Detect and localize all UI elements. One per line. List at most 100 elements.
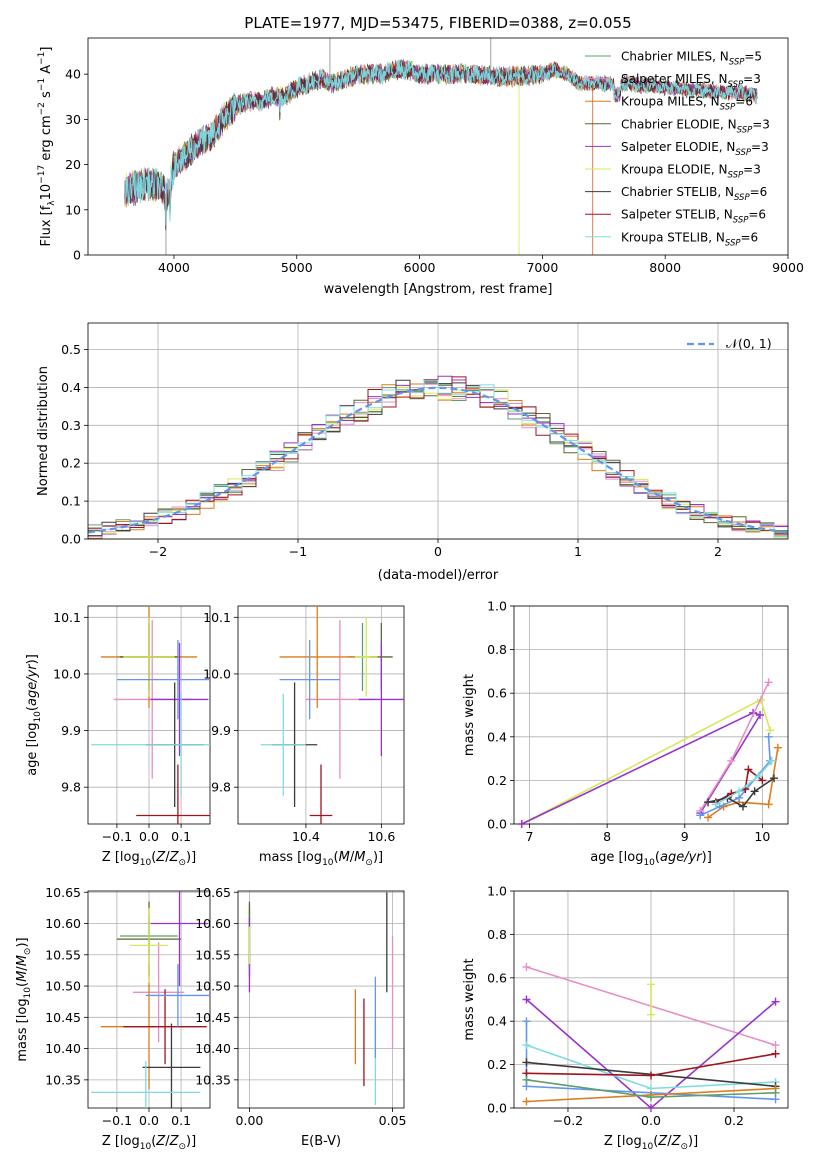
- series-marker: [764, 800, 773, 809]
- y-tick-label: 0.3: [61, 418, 81, 433]
- series-marker: [727, 756, 736, 765]
- series-marker: [771, 1041, 780, 1050]
- label-part: )]: [186, 1134, 196, 1149]
- y-tick-label: 9.8: [211, 780, 231, 795]
- label-part: 10: [643, 858, 655, 868]
- x-axis-label: Z [log10(Z/Z⊙)]: [102, 850, 196, 868]
- axes-frame: [513, 605, 789, 825]
- x-tick-label: 8: [603, 829, 611, 844]
- series-marker: [647, 1071, 655, 1080]
- label-part: age/yr: [660, 850, 703, 865]
- label-part: /: [350, 850, 355, 865]
- y-tick-label: 0.2: [487, 1057, 507, 1072]
- x-axis-label: mass [log10(M/M⊙)]: [259, 850, 383, 868]
- label-part: Salpeter STELIB, N: [621, 208, 733, 222]
- legend-label: Chabrier STELIB, NSSP=6: [621, 185, 767, 203]
- y-tick-label: 0.5: [61, 342, 81, 357]
- y-tick-label: 10: [65, 202, 81, 217]
- label-part: =5: [744, 50, 762, 64]
- x-tick-label: 9000: [772, 260, 804, 275]
- series-lines: [522, 962, 780, 1112]
- label-part: /: [667, 1134, 672, 1149]
- series-marker: [735, 787, 744, 796]
- label-part: ]: [39, 47, 54, 52]
- y-tick-label: 9.9: [61, 723, 81, 738]
- label-part: −2: [37, 102, 47, 115]
- x-tick-label: −0.1: [102, 1113, 132, 1128]
- label-part: 10: [140, 858, 152, 868]
- x-axis-label: age [log10(age/yr)]: [590, 850, 712, 868]
- label-part: Z: [155, 1134, 166, 1149]
- label-part: erg cm: [39, 115, 54, 164]
- series-marker: [704, 798, 713, 807]
- label-part: Z: [169, 1134, 180, 1149]
- label-part: SSP: [729, 58, 745, 68]
- spectrum-lines: [124, 38, 758, 255]
- y-tick-label: 20: [65, 157, 81, 172]
- label-part: (: [151, 850, 156, 865]
- label-part: −1: [37, 78, 47, 91]
- x-tick-label: 2: [714, 544, 722, 559]
- y-tick-label: 0.0: [61, 532, 81, 547]
- x-tick-label: 7: [526, 829, 534, 844]
- label-part: =6: [748, 208, 766, 222]
- series-marker: [756, 711, 765, 719]
- x-tick-label: 0.2: [724, 1113, 744, 1128]
- series-marker: [764, 678, 773, 687]
- y-tick-label: 10.40: [45, 1041, 81, 1056]
- y-tick-label: 10.50: [45, 979, 81, 994]
- label-part: Z: [169, 850, 180, 865]
- y-tick-label: 10.0: [53, 666, 81, 681]
- y-tick-label: 30: [65, 112, 81, 127]
- x-tick-label: 10: [754, 829, 770, 844]
- label-part: /: [165, 1134, 170, 1149]
- axes-frame: [87, 37, 789, 256]
- label-part: Z [log: [604, 1134, 642, 1149]
- label-part: SSP: [734, 193, 750, 203]
- legend-label: 𝒩(0, 1): [726, 336, 772, 351]
- y-tick-label: 0.1: [61, 494, 81, 509]
- label-part: age [log: [590, 850, 643, 865]
- series-marker: [773, 743, 782, 752]
- x-tick-label: 0.1: [171, 829, 191, 844]
- label-part: (: [655, 850, 660, 865]
- label-part: SSP: [728, 171, 744, 181]
- x-tick-label: 0.1: [171, 1113, 191, 1128]
- label-part: 10: [140, 1142, 152, 1152]
- y-axis-label: mass weight: [462, 674, 477, 756]
- legend-label: Salpeter ELODIE, NSSP=3: [621, 140, 769, 158]
- label-part: λ: [47, 200, 57, 206]
- series-marker: [647, 980, 655, 989]
- series-marker: [738, 802, 747, 811]
- error-bars: [260, 606, 404, 824]
- label-part: Z [log: [102, 1134, 140, 1149]
- x-tick-label: 0.00: [236, 1113, 264, 1128]
- x-tick-label: 10.6: [367, 829, 395, 844]
- label-part: ⊙: [178, 1142, 186, 1152]
- label-part: M: [354, 850, 365, 865]
- error-bars: [91, 891, 210, 1108]
- label-part: Kroupa STELIB, N: [621, 230, 725, 244]
- label-part: =3: [743, 72, 761, 86]
- y-tick-label: 0.4: [487, 1014, 507, 1029]
- series-marker: [764, 732, 773, 741]
- label-part: SSP: [733, 216, 749, 226]
- series-marker: [704, 813, 713, 822]
- label-part: Salpeter MILES, N: [621, 72, 728, 86]
- label-part: mass weight: [462, 958, 477, 1040]
- error-bars: [91, 606, 210, 824]
- label-part: Chabrier ELODIE, N: [621, 117, 737, 131]
- y-tick-label: 10.40: [195, 1041, 231, 1056]
- y-tick-label: 0.0: [487, 1101, 507, 1116]
- y-tick-label: 10.1: [203, 610, 231, 625]
- label-part: (: [334, 850, 339, 865]
- label-part: )]: [688, 1134, 698, 1149]
- x-axis-label: E(B-V): [301, 1134, 341, 1149]
- x-tick-label: 0.0: [139, 1113, 159, 1128]
- x-tick-label: 0.05: [379, 1113, 407, 1128]
- series-lines: [517, 678, 782, 828]
- label-part: 10: [322, 858, 334, 868]
- series-marker: [522, 1058, 531, 1067]
- label-part: =6: [735, 95, 753, 109]
